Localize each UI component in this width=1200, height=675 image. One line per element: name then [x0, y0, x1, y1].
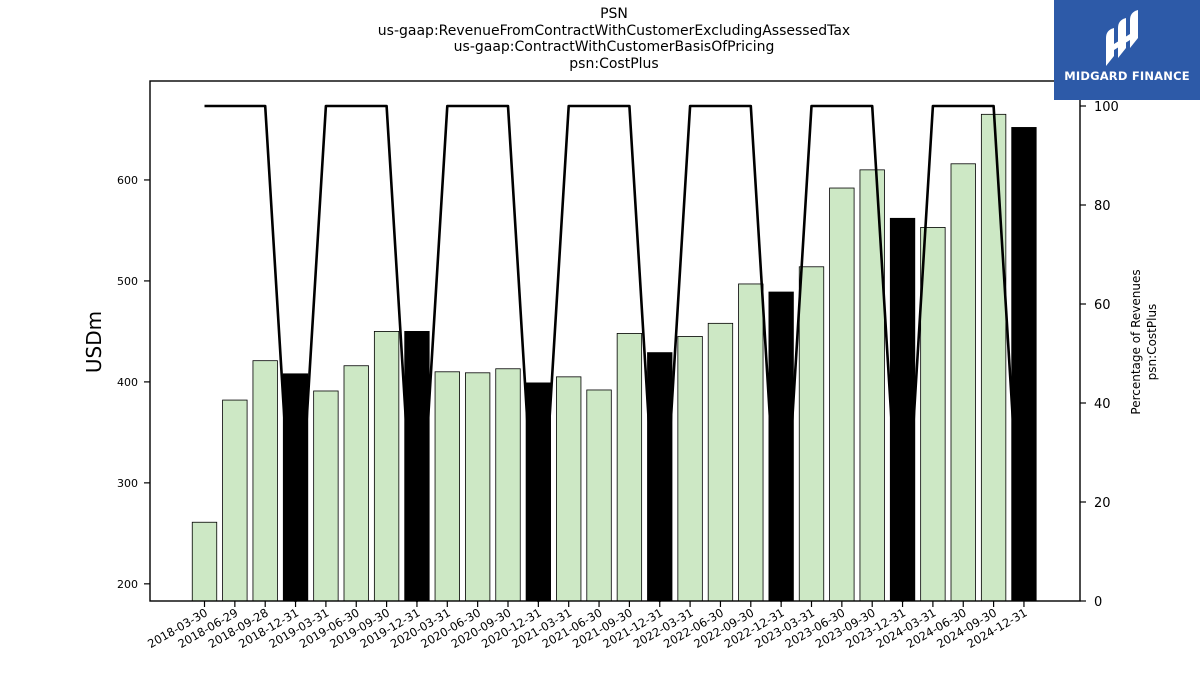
bar — [282, 373, 309, 602]
bar — [768, 291, 794, 602]
bar — [222, 399, 248, 602]
bar — [313, 390, 339, 602]
y-tick-label: 300 — [117, 477, 138, 490]
bar — [738, 283, 764, 602]
y2-tick-label: 100 — [1094, 100, 1119, 115]
bar — [950, 163, 976, 602]
bar — [495, 368, 521, 602]
bar — [707, 322, 734, 602]
bar — [1011, 127, 1037, 602]
bar — [889, 217, 916, 602]
bar — [373, 331, 400, 602]
y-tick-label: 500 — [117, 275, 138, 288]
bar — [464, 372, 491, 602]
bar — [677, 336, 703, 602]
bar — [252, 360, 278, 602]
y2-tick-label: 20 — [1094, 496, 1111, 511]
bar — [191, 521, 218, 602]
chart-title-line: psn:CostPlus — [569, 55, 659, 72]
y2-axis-label: psn:CostPlus — [1145, 304, 1159, 381]
bar — [434, 371, 460, 602]
plot-frame — [149, 80, 1081, 602]
y2-tick-label: 60 — [1094, 298, 1111, 313]
y-tick-label: 600 — [117, 174, 138, 187]
bar — [525, 382, 551, 602]
bar — [920, 227, 946, 602]
logo-mark-icon — [1106, 10, 1138, 66]
chart-title: PSN us-gaap:RevenueFromContractWithCusto… — [314, 6, 914, 72]
cost-plus-line — [204, 104, 1026, 603]
y2-tick-label: 0 — [1094, 595, 1102, 610]
y2-tick-label: 40 — [1094, 397, 1111, 412]
logo-text: MIDGARD FINANCE — [1064, 69, 1190, 83]
midgard-finance-logo: MIDGARD FINANCE — [1054, 0, 1200, 100]
bar — [980, 113, 1007, 602]
bar — [556, 376, 582, 602]
y-tick-label: 200 — [117, 578, 138, 591]
bar — [829, 187, 855, 602]
y2-tick-label: 80 — [1094, 199, 1111, 214]
chart-title-line: us-gaap:RevenueFromContractWithCustomerE… — [377, 22, 851, 39]
bar — [616, 333, 643, 602]
y2-axis-label: Percentage of Revenues — [1129, 269, 1143, 414]
bar — [798, 266, 825, 602]
y-axis-label: USDm — [82, 311, 106, 373]
chart-title-line: us-gaap:ContractWithCustomerBasisOfPrici… — [453, 39, 775, 55]
bar — [343, 365, 369, 602]
chart-title-line: PSN — [600, 6, 628, 22]
y-tick-label: 400 — [117, 376, 138, 389]
bar — [586, 389, 612, 602]
